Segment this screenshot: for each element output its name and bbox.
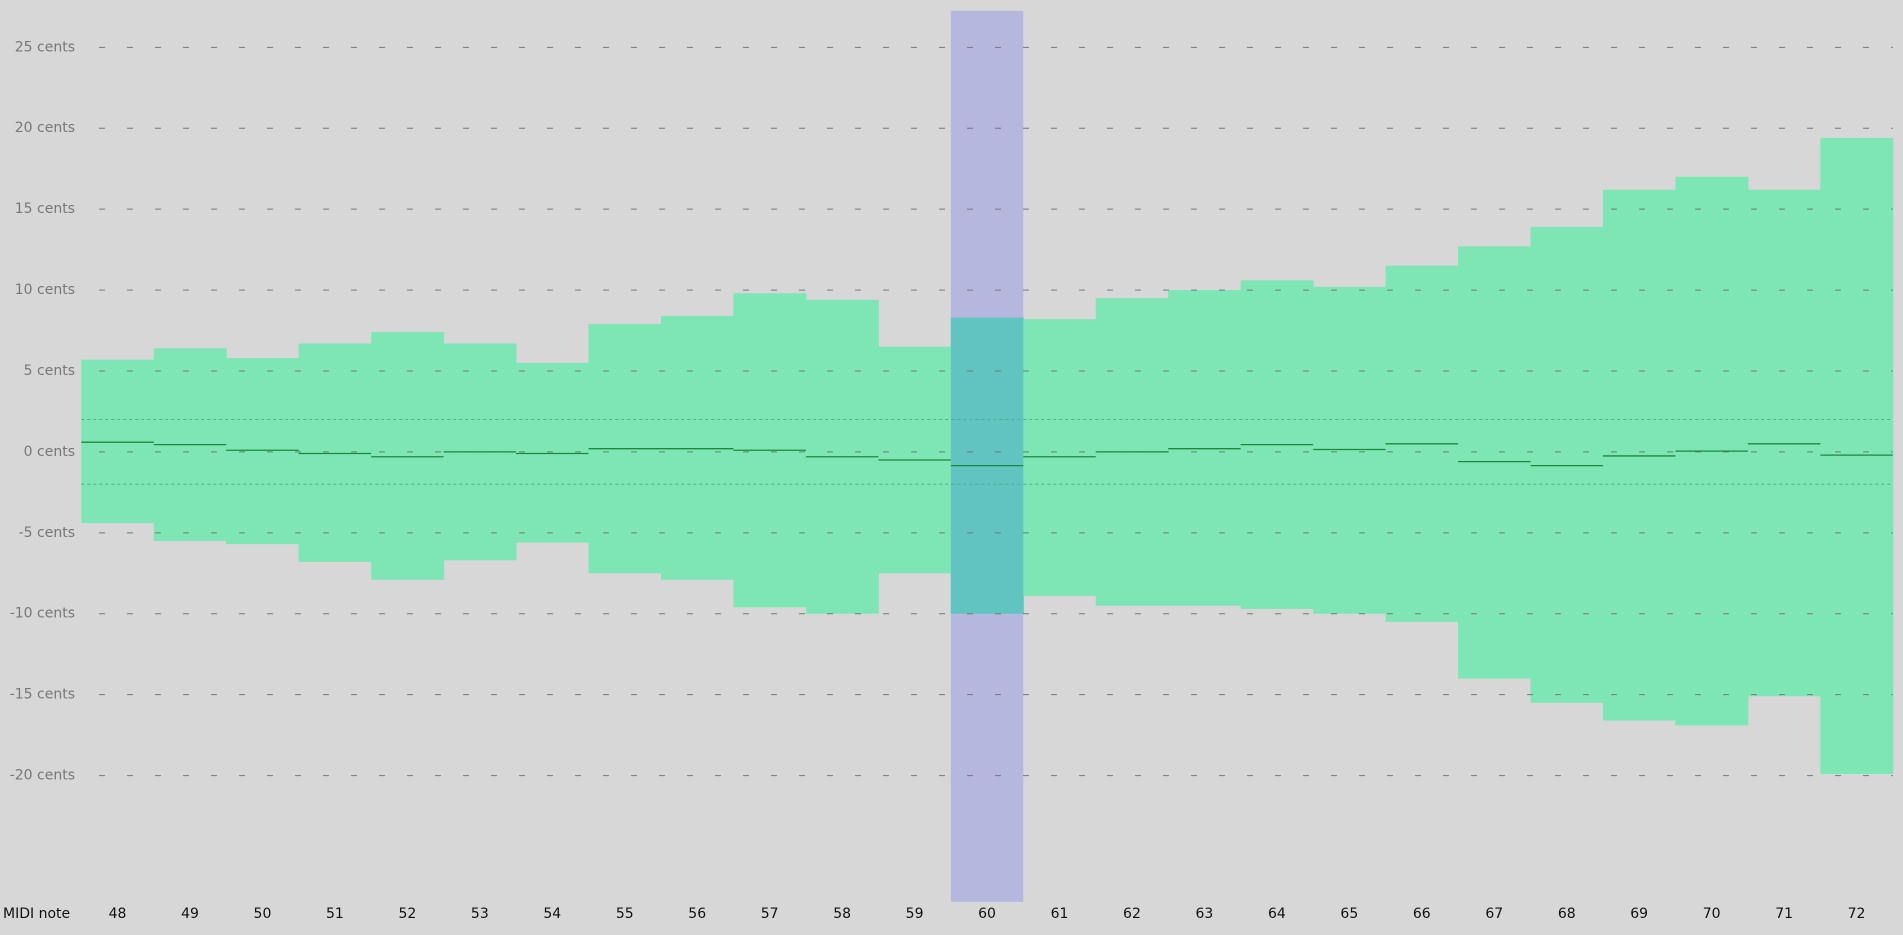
x-tick-label: 49 xyxy=(181,906,199,922)
x-tick-label: 52 xyxy=(398,906,416,922)
x-tick-label: 59 xyxy=(906,906,924,922)
y-tick-label: 5 cents xyxy=(24,363,75,379)
range-bar xyxy=(1602,189,1676,721)
x-tick-label: 61 xyxy=(1051,906,1069,922)
y-tick-label: 20 cents xyxy=(15,120,75,136)
x-tick-label: 60 xyxy=(978,906,996,922)
x-tick-label: 57 xyxy=(761,906,779,922)
range-bar xyxy=(298,343,372,562)
x-tick-label: 70 xyxy=(1703,906,1721,922)
x-tick-label: 50 xyxy=(254,906,272,922)
range-bar xyxy=(1168,290,1242,606)
x-axis-label: MIDI note xyxy=(3,906,70,922)
x-tick-label: 51 xyxy=(326,906,344,922)
x-tick-label: 66 xyxy=(1413,906,1431,922)
x-tick-label: 67 xyxy=(1485,906,1503,922)
y-tick-label: 10 cents xyxy=(15,282,75,298)
x-tick-label: 72 xyxy=(1848,906,1866,922)
y-tick-label: -10 cents xyxy=(10,606,75,622)
range-bar xyxy=(1313,286,1387,614)
x-tick-label: 48 xyxy=(109,906,127,922)
x-tick-label: 62 xyxy=(1123,906,1141,922)
range-bar xyxy=(1747,189,1821,697)
x-tick-label: 55 xyxy=(616,906,634,922)
x-tick-label: 71 xyxy=(1775,906,1793,922)
y-tick-label: -5 cents xyxy=(19,525,75,541)
range-bar xyxy=(1530,226,1604,703)
x-tick-label: 56 xyxy=(688,906,706,922)
y-tick-label: -20 cents xyxy=(10,768,75,784)
range-bar xyxy=(1023,319,1097,596)
range-bar xyxy=(226,358,300,545)
x-tick-label: 63 xyxy=(1196,906,1214,922)
x-tick-label: 64 xyxy=(1268,906,1286,922)
range-bar xyxy=(81,359,155,524)
x-tick-label: 69 xyxy=(1630,906,1648,922)
y-tick-label: 15 cents xyxy=(15,201,75,217)
x-tick-label: 58 xyxy=(833,906,851,922)
range-bar xyxy=(1820,137,1894,774)
y-tick-label: 0 cents xyxy=(24,444,75,460)
x-tick-label: 53 xyxy=(471,906,489,922)
range-bar xyxy=(371,332,445,580)
range-bar xyxy=(660,315,734,580)
x-tick-label: 65 xyxy=(1340,906,1358,922)
x-tick-label: 54 xyxy=(543,906,561,922)
x-tick-label: 68 xyxy=(1558,906,1576,922)
range-bar xyxy=(516,362,590,543)
y-tick-label: -15 cents xyxy=(10,687,75,703)
y-tick-label: 25 cents xyxy=(15,39,75,55)
range-bar xyxy=(1458,246,1531,679)
